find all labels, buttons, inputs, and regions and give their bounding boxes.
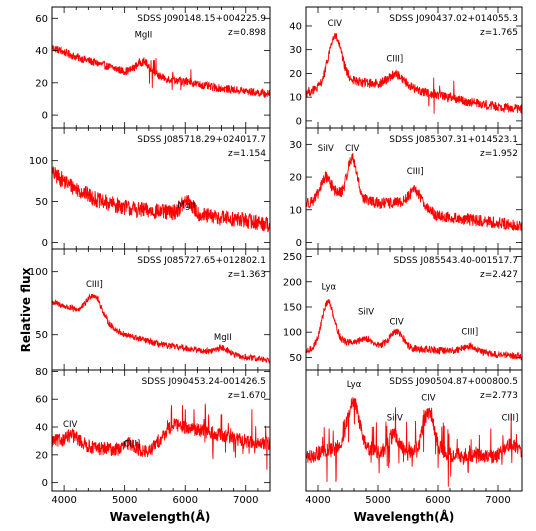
object-name: SDSS J090437.02+014055.3 <box>389 14 518 24</box>
spectrum-panel-right-2: 0 10 20 30 SDSS J085307.31+014523.1 z=1.952 Si… <box>289 127 523 250</box>
x-axis-label-left: Wavelength(Å) <box>110 509 211 524</box>
emission-line-label: MgII <box>214 333 232 343</box>
spectrum-panel-right-1: 0 10 20 30 40 SDSS J090437.02+014055.3 z=1.765… <box>289 6 523 129</box>
object-name: SDSS J085727.65+012802.1 <box>137 256 266 266</box>
y-tick-label: 20 <box>289 69 302 80</box>
object-name: SDSS J090504.87+000800.5 <box>389 377 518 387</box>
object-name: SDSS J085307.31+014523.1 <box>389 135 518 145</box>
x-tick-label: 4000 <box>51 495 76 506</box>
panel-frame <box>305 369 523 492</box>
y-tick-label: 150 <box>283 302 302 313</box>
emission-line-label: MgII <box>178 201 196 211</box>
object-name: SDSS J085543.40-001517.7 <box>394 256 518 266</box>
spectrum-panel-left-3: 50 100 SDSS J085727.65+012802.1 z=1.363 CIII… <box>29 248 271 371</box>
emission-line-label: CIV <box>63 420 77 430</box>
spectrum-panel-left-2: 0 50 100 SDSS J085718.29+024017.7 z=1.154 MgI… <box>29 127 271 250</box>
y-tick-label: 80 <box>35 367 48 378</box>
y-tick-label: 10 <box>289 93 302 104</box>
y-tick-label: 60 <box>35 14 48 25</box>
x-tick-label: 6000 <box>172 495 197 506</box>
y-tick-label: 100 <box>283 328 302 339</box>
emission-line-label: Lyα <box>347 380 362 390</box>
y-tick-label: 40 <box>35 46 48 57</box>
emission-line-label: CIV <box>421 393 435 403</box>
emission-line-label: CIV <box>328 19 342 29</box>
y-tick-label: 10 <box>289 205 302 216</box>
redshift-label: z=1.363 <box>228 270 266 280</box>
y-tick-label: 250 <box>283 252 302 263</box>
y-tick-label: 60 <box>35 395 48 406</box>
y-tick-label: 0 <box>296 116 302 127</box>
y-tick-label: 0 <box>42 478 48 489</box>
spectrum-panel-left-4: 4000 5000 6000 7000 0 20 40 60 80 SDSS J090453.24… <box>35 367 271 506</box>
y-tick-label: 20 <box>35 450 48 461</box>
redshift-label: z=0.898 <box>228 28 266 38</box>
y-tick-label: 20 <box>289 173 302 184</box>
redshift-label: z=2.427 <box>480 270 518 280</box>
x-axis-label-right: Wavelength(Å) <box>354 509 455 524</box>
y-tick-label: 30 <box>289 140 302 151</box>
emission-line-label: CIV <box>345 144 359 154</box>
redshift-label: z=1.765 <box>480 28 518 38</box>
panel-frame <box>51 369 271 492</box>
spectrum-line <box>306 32 522 114</box>
panels-group: 0 20 40 60 SDSS J090148.15+004225.9 z=0.898 Mg… <box>29 6 523 506</box>
spectrum-panel-right-3: 50 100 150 200 250 SDSS J085543.40-001517.7 z=… <box>283 248 523 371</box>
redshift-label: z=2.773 <box>480 391 518 401</box>
redshift-label: z=1.952 <box>480 149 518 159</box>
y-tick-label: 0 <box>42 238 48 249</box>
emission-line-label: CIII] <box>502 413 519 423</box>
emission-line-label: Lyα <box>322 282 337 292</box>
emission-line-label: CIII] <box>86 280 103 290</box>
x-tick-label: 5000 <box>112 495 137 506</box>
spectrum-panel-right-4: 4000 5000 6000 7000 SDSS J090504.87+000800.5… <box>305 369 523 506</box>
x-tick-label: 6000 <box>425 495 450 506</box>
spectrum-line <box>306 298 522 361</box>
y-tick-label: 50 <box>35 330 48 341</box>
emission-line-label: SiIV <box>318 144 334 154</box>
emission-line-label: CIII] <box>386 55 403 65</box>
y-tick-label: 100 <box>29 156 48 167</box>
emission-line-label: SiIV <box>358 308 374 318</box>
spectrum-line <box>52 45 270 99</box>
emission-line-label: SiIV <box>387 413 403 423</box>
emission-line-label: CIV <box>389 318 403 328</box>
y-tick-label: 30 <box>289 45 302 56</box>
redshift-label: z=1.670 <box>228 391 266 401</box>
spectrum-line <box>306 397 522 487</box>
panel-frame <box>51 248 271 371</box>
y-tick-label: 40 <box>35 423 48 434</box>
y-tick-label: 0 <box>42 111 48 122</box>
emission-line-label: CIII] <box>124 439 141 449</box>
emission-line-label: MgII <box>135 31 153 41</box>
y-tick-label: 0 <box>296 238 302 249</box>
panel-frame <box>51 6 271 129</box>
object-name: SDSS J090453.24-001426.5 <box>142 377 266 387</box>
emission-line-label: CIII] <box>407 167 424 177</box>
spectrum-panel-left-1: 0 20 40 60 SDSS J090148.15+004225.9 z=0.898 Mg… <box>35 6 271 129</box>
spectrum-line <box>52 293 270 364</box>
spectrum-line <box>52 403 270 470</box>
x-tick-label: 7000 <box>233 495 258 506</box>
x-tick-label: 7000 <box>485 495 510 506</box>
y-tick-label: 50 <box>35 197 48 208</box>
spectrum-line <box>306 153 522 232</box>
redshift-label: z=1.154 <box>228 149 266 159</box>
y-tick-label: 20 <box>35 78 48 89</box>
y-axis-label: Relative flux <box>19 267 33 352</box>
object-name: SDSS J090148.15+004225.9 <box>137 14 266 24</box>
y-tick-label: 50 <box>289 353 302 364</box>
x-tick-label: 4000 <box>305 495 330 506</box>
spectrum-line <box>52 166 270 233</box>
y-tick-label: 200 <box>283 277 302 288</box>
y-tick-label: 40 <box>289 21 302 32</box>
object-name: SDSS J085718.29+024017.7 <box>137 135 266 145</box>
emission-line-label: CIII] <box>461 328 478 338</box>
x-tick-label: 5000 <box>365 495 390 506</box>
y-tick-label: 100 <box>29 267 48 278</box>
